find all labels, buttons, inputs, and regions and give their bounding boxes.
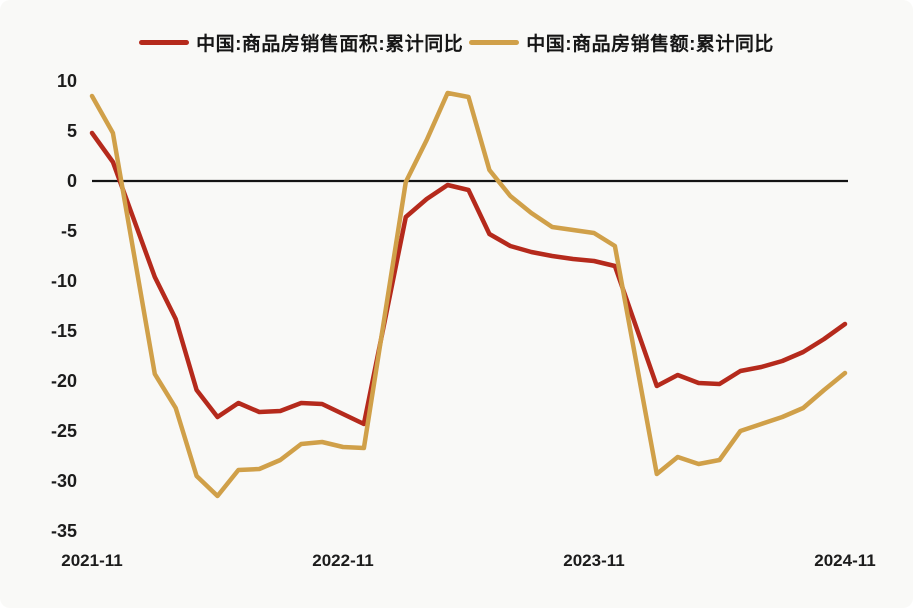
y-axis-tick-label: -20: [51, 371, 77, 391]
y-axis-tick-label: -25: [51, 421, 77, 441]
series-line-1: [89, 90, 848, 499]
x-axis-tick-label: 2021-11: [61, 551, 122, 570]
x-axis-tick-label: 2023-11: [563, 551, 624, 570]
y-axis-tick-label: -30: [51, 471, 77, 491]
x-axis-tick-label: 2024-11: [814, 551, 875, 570]
y-axis-tick-label: 5: [67, 121, 77, 141]
x-axis-tick-label: 2022-11: [312, 551, 373, 570]
y-axis-tick-label: 10: [57, 71, 77, 91]
y-axis-tick-label: -35: [51, 521, 77, 541]
legend-label-sales-value: 中国:商品房销售额:累计同比: [526, 34, 774, 55]
legend-label-sales-area: 中国:商品房销售面积:累计同比: [196, 34, 464, 55]
y-axis-tick-label: -15: [51, 321, 77, 341]
chart-legend: 中国:商品房销售面积:累计同比 中国:商品房销售额:累计同比: [0, 29, 913, 56]
legend-swatch-red-line-icon: [139, 40, 190, 45]
series-line-0: [89, 130, 848, 427]
y-axis-tick-label: -5: [61, 221, 77, 241]
legend-item-sales-area: 中国:商品房销售面积:累计同比: [139, 29, 463, 56]
legend-swatch-gold-line-icon: [469, 40, 520, 45]
y-axis-tick-label: 0: [67, 171, 77, 191]
y-axis-tick-label: -10: [51, 271, 77, 291]
legend-item-sales-value: 中国:商品房销售额:累计同比: [469, 29, 774, 56]
